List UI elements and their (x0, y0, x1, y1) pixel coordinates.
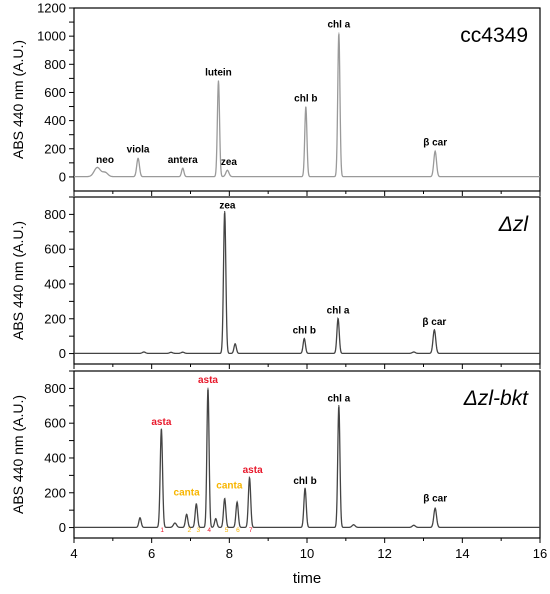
peak-point (413, 351, 415, 353)
peak-label: viola (127, 144, 150, 155)
peak-point (304, 487, 306, 489)
y-tick-label: 400 (44, 450, 66, 465)
peak-point (217, 80, 220, 82)
peak-label: chl b (293, 326, 316, 337)
peak-point (182, 167, 184, 169)
peak-label: canta (174, 487, 201, 498)
y-tick-label: 200 (44, 485, 66, 500)
peak-label: chl a (327, 306, 350, 317)
chromatogram-trace (74, 33, 540, 178)
peak-number-label: 4 (207, 527, 211, 534)
peak-point (338, 32, 340, 34)
x-tick-label: 16 (533, 546, 547, 561)
x-tick-label: 6 (148, 546, 155, 561)
x-tick-label: 8 (226, 546, 233, 561)
panel-label: cc4349 (460, 24, 528, 47)
peak-point (224, 211, 226, 213)
peak-point (195, 503, 197, 505)
panel-label: Δzl (498, 213, 530, 236)
peak-point (170, 351, 172, 353)
peak-label: asta (151, 417, 171, 428)
peak-label: chl a (327, 393, 350, 404)
peak-point (215, 518, 217, 520)
chromatogram-trace (74, 212, 540, 355)
peak-number-label: 3 (196, 527, 200, 534)
y-axis-label: ABS 440 nm (A.U.) (10, 221, 26, 340)
y-tick-label: 200 (44, 141, 66, 156)
y-tick-label: 0 (59, 346, 66, 361)
y-tick-label: 1200 (37, 1, 66, 16)
peak-label: zea (219, 200, 236, 211)
peak-label: asta (198, 375, 218, 386)
peak-label: chl b (293, 476, 316, 487)
y-tick-label: 0 (59, 169, 66, 184)
panel-frame (73, 196, 541, 365)
y-tick-label: 800 (44, 207, 66, 222)
x-axis-label: time (293, 570, 321, 587)
peak-number-label: 5 (225, 527, 229, 534)
peak-point (434, 507, 436, 509)
peak-number-label: 1 (160, 527, 164, 534)
y-tick-label: 800 (44, 57, 66, 72)
peak-point (338, 405, 340, 407)
peak-label: β car (423, 137, 447, 148)
peak-point (234, 343, 236, 345)
y-axis-label: ABS 440 nm (A.U.) (10, 40, 26, 159)
peak-label: β car (422, 317, 446, 328)
y-tick-label: 400 (44, 276, 66, 291)
y-tick-label: 0 (59, 520, 66, 535)
peak-point (182, 351, 184, 353)
x-tick-label: 10 (300, 546, 314, 561)
y-tick-label: 1000 (37, 29, 66, 44)
peak-number-label: 2 (188, 527, 192, 534)
peak-label: β car (423, 493, 447, 504)
peak-number-label: 6 (236, 527, 240, 534)
x-tick-label: 14 (455, 546, 469, 561)
chromatogram-trace (74, 389, 540, 529)
peak-point (353, 524, 355, 526)
peak-point (174, 522, 176, 524)
peak-label: neo (96, 155, 114, 166)
peak-point (236, 501, 238, 503)
y-tick-label: 400 (44, 113, 66, 128)
peak-label: chl a (327, 20, 350, 31)
peak-point (226, 169, 228, 171)
peak-point (207, 387, 209, 389)
x-tick-label: 12 (377, 546, 391, 561)
peak-label: zea (221, 157, 238, 168)
peak-label: chl b (294, 94, 317, 105)
peak-point (413, 524, 415, 526)
y-tick-label: 600 (44, 416, 66, 431)
peak-point (248, 477, 251, 479)
peak-point (160, 428, 162, 430)
peak-point (104, 171, 106, 174)
panel-label: Δzl-bkt (463, 387, 529, 410)
peak-point (139, 517, 141, 519)
peak-point (434, 150, 436, 152)
peak-label: canta (216, 480, 243, 491)
peak-label: asta (243, 465, 263, 476)
peak-number-label: 7 (249, 527, 253, 534)
peak-point (303, 338, 305, 340)
peak-point (186, 513, 188, 515)
y-tick-label: 200 (44, 311, 66, 326)
peak-point (96, 166, 98, 169)
peak-point (137, 157, 139, 159)
peak-point (337, 317, 339, 320)
y-axis-label: ABS 440 nm (A.U.) (10, 395, 26, 514)
peak-label: lutein (205, 68, 232, 79)
x-tick-label: 4 (70, 546, 77, 561)
peak-point (305, 106, 307, 108)
peak-point (224, 498, 226, 500)
y-tick-label: 600 (44, 242, 66, 257)
y-tick-label: 600 (44, 85, 66, 100)
peak-label: antera (168, 155, 198, 166)
peak-point (143, 351, 145, 353)
peak-point (433, 329, 435, 331)
y-tick-label: 800 (44, 381, 66, 396)
